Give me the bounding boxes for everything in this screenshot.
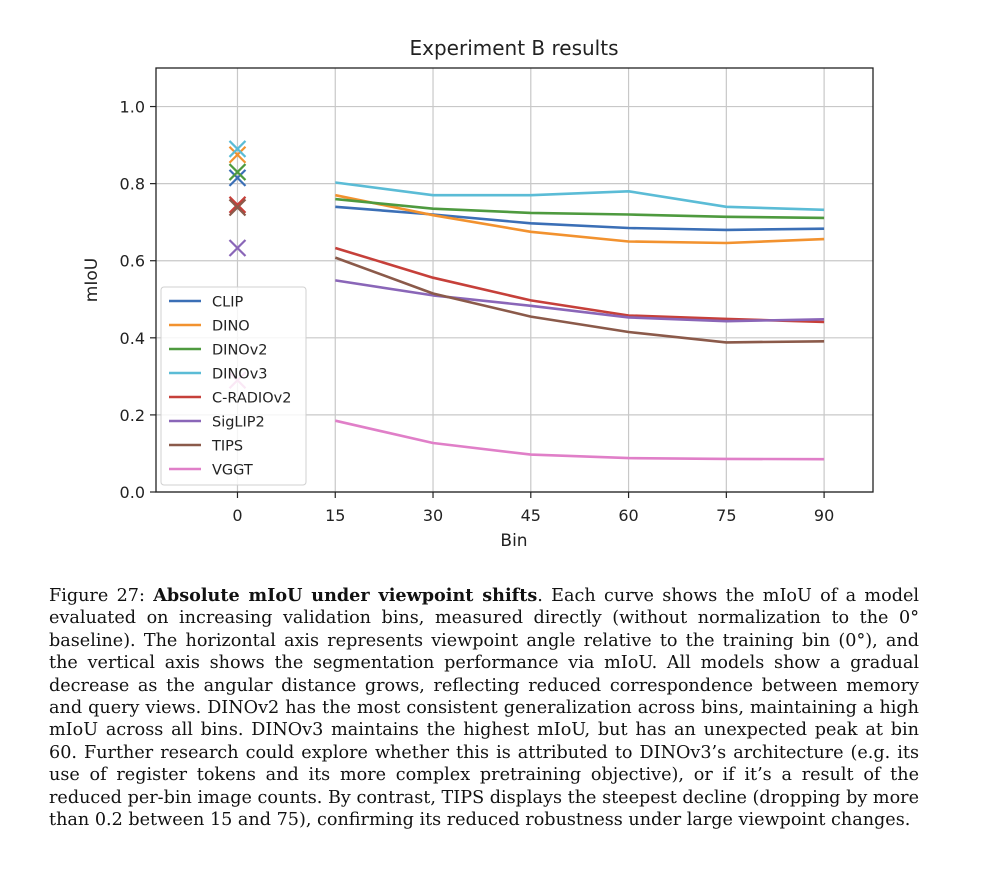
series-line-dinov3 (335, 181, 825, 212)
baseline-marker-dino (228, 145, 247, 164)
y-tick-label: 0.6 (120, 252, 145, 271)
legend-box (160, 286, 307, 486)
legend-label-dinov2: DINOv2 (212, 343, 268, 359)
x-tick-label: 60 (618, 506, 638, 525)
series-line-c-radiov2 (334, 246, 825, 324)
series-line-tips (334, 256, 825, 344)
series-line-siglip2 (335, 279, 825, 323)
y-tick-label: 0.0 (120, 483, 145, 502)
baseline-marker-tips (228, 198, 247, 217)
caption-label: Figure 27: (49, 586, 145, 606)
legend-label-vggt: VGGT (212, 463, 253, 479)
caption-heading: Absolute mIoU under viewpoint shifts (153, 585, 538, 606)
x-axis-label: Bin (500, 531, 527, 551)
baseline-marker-dinov2 (228, 163, 247, 181)
series-line-clip (335, 205, 825, 232)
figure-caption: Figure 27: Absolute mIoU under viewpoint… (49, 585, 919, 831)
grid-lines (156, 68, 873, 493)
y-tick-label: 1.0 (120, 98, 145, 117)
x-tick-label: 90 (814, 506, 834, 525)
baseline-marker-siglip2 (228, 239, 247, 257)
x-tick-label: 0 (232, 506, 242, 525)
y-tick-label: 0.4 (120, 329, 145, 348)
series-line-dino (335, 193, 825, 245)
series-line-vggt (335, 419, 825, 461)
caption-body: . Each curve shows the mIoU of a model e… (49, 586, 920, 831)
legend-label-dinov3: DINOv3 (212, 367, 268, 383)
y-axis-label: mIoU (82, 258, 102, 302)
y-axis-ticks: 0.0 0.2 0.4 0.6 0.8 1.0 (120, 98, 156, 502)
baseline-marker-c-radiov2 (228, 196, 247, 214)
legend: CLIP DINO DINOv2 DINOv3 C-RADIOv2 SigLIP2 TIPS… (160, 286, 307, 486)
legend-label-siglip2: SigLIP2 (212, 415, 265, 431)
plot-frame (155, 67, 874, 493)
x-tick-label: 45 (521, 506, 541, 525)
series-lines (334, 181, 825, 461)
y-tick-label: 0.8 (120, 175, 145, 194)
line-chart: Experiment B results 0 15 30 45 60 75 90 0.00.… (82, 36, 874, 551)
series-line-dinov2 (335, 197, 825, 220)
legend-label-c-radiov2: C-RADIOv2 (212, 391, 291, 407)
legend-label-dino: DINO (212, 319, 250, 335)
legend-label-tips: TIPS (211, 439, 243, 455)
x-axis-ticks: 0 15 30 45 60 75 90 (232, 492, 834, 525)
x-tick-label: 15 (325, 506, 345, 525)
chart-title: Experiment B results (410, 36, 619, 60)
x-tick-label: 75 (716, 506, 736, 525)
y-tick-label: 0.2 (120, 406, 145, 425)
x-tick-label: 30 (423, 506, 443, 525)
baseline-marker-clip (228, 169, 247, 187)
baseline-marker-dinov3 (228, 140, 247, 158)
legend-label-clip: CLIP (212, 295, 243, 311)
